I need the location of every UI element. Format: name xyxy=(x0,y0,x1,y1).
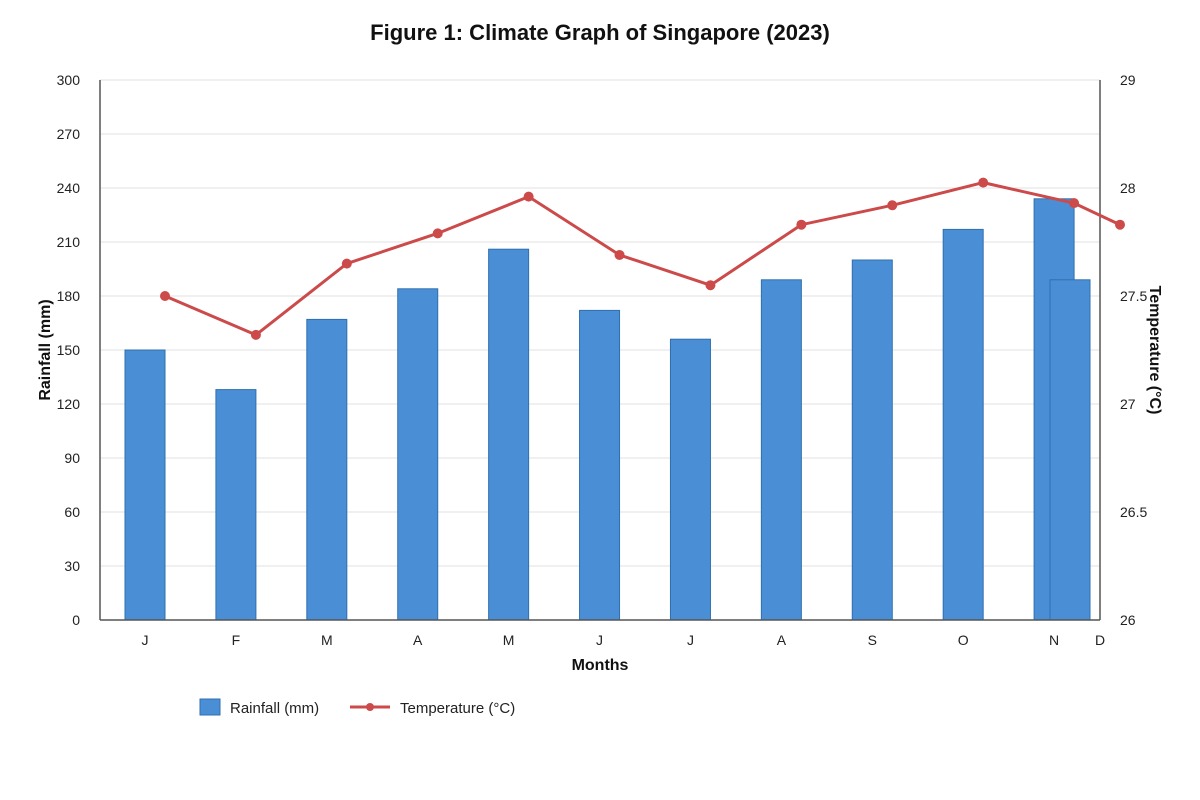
y-tick-label: 60 xyxy=(64,504,80,520)
temperature-line xyxy=(160,177,1125,340)
y-tick-label: 90 xyxy=(64,450,80,466)
temperature-point xyxy=(250,329,261,340)
x-tick-label: A xyxy=(413,632,423,648)
rainfall-bar xyxy=(215,389,257,621)
axes xyxy=(99,80,1101,621)
temperature-point xyxy=(432,228,443,239)
y2-tick-label: 28 xyxy=(1120,180,1136,196)
y-tick-label: 120 xyxy=(57,396,81,412)
temperature-point xyxy=(796,219,807,230)
y-tick-label: 0 xyxy=(72,612,80,628)
temperature-point xyxy=(978,177,989,188)
rainfall-bar xyxy=(851,259,893,621)
rainfall-bar xyxy=(306,318,348,621)
y2-tick-label: 27 xyxy=(1120,396,1136,412)
y2-tick-label: 27.5 xyxy=(1120,288,1147,304)
temperature-point xyxy=(160,291,170,301)
legend-temperature-marker xyxy=(366,703,374,711)
x-tick-label: D xyxy=(1095,632,1105,648)
x-tick-label: N xyxy=(1049,632,1059,648)
x-tick-label: F xyxy=(232,632,241,648)
rainfall-bar xyxy=(760,279,802,621)
x-axis-label: Months xyxy=(572,657,629,674)
y-tick-label: 150 xyxy=(57,342,81,358)
tick-labels: 0 30 60 90 120 150 180 210 240 270 300 26 26.5 27 27.5… xyxy=(57,72,1148,648)
y-tick-label: 270 xyxy=(57,126,81,142)
rainfall-bars xyxy=(124,198,1091,621)
legend-rainfall-swatch xyxy=(199,698,221,716)
y2-tick-label: 26.5 xyxy=(1120,504,1147,520)
temperature-point xyxy=(341,258,352,269)
x-tick-label: J xyxy=(142,632,149,648)
legend: Rainfall (mm) Temperature (°C) xyxy=(199,698,515,717)
legend-temperature-label: Temperature (°C) xyxy=(400,700,515,717)
temperature-point xyxy=(1069,198,1080,209)
y-tick-label: 180 xyxy=(57,288,81,304)
rainfall-bar xyxy=(1049,279,1091,621)
temperature-point xyxy=(523,191,534,202)
x-tick-label: A xyxy=(777,632,787,648)
y2-tick-label: 26 xyxy=(1120,612,1136,628)
legend-rainfall-label: Rainfall (mm) xyxy=(230,700,319,717)
y-axis-label: Rainfall (mm) xyxy=(37,299,54,400)
rainfall-bar xyxy=(124,349,166,621)
rainfall-bar xyxy=(488,248,530,621)
temperature-series-line xyxy=(164,181,1121,337)
x-tick-label: J xyxy=(687,632,694,648)
y-tick-label: 240 xyxy=(57,180,81,196)
x-tick-label: O xyxy=(958,632,969,648)
x-tick-label: J xyxy=(596,632,603,648)
chart-title: Figure 1: Climate Graph of Singapore (20… xyxy=(370,20,830,45)
y2-tick-label: 29 xyxy=(1120,72,1136,88)
y-tick-label: 30 xyxy=(64,558,80,574)
temperature-point xyxy=(1115,219,1125,230)
temperature-point xyxy=(887,200,898,211)
temperature-point xyxy=(705,280,716,291)
y2-axis-label: Temperature (°C) xyxy=(1146,286,1163,415)
rainfall-bar xyxy=(579,309,621,621)
rainfall-bar xyxy=(397,288,439,621)
x-tick-label: S xyxy=(868,632,877,648)
y-tick-label: 300 xyxy=(57,72,81,88)
rainfall-bar xyxy=(669,338,711,621)
temperature-point xyxy=(614,249,625,260)
rainfall-bar xyxy=(942,228,984,621)
x-tick-label: M xyxy=(321,632,333,648)
x-tick-label: M xyxy=(503,632,515,648)
y-tick-label: 210 xyxy=(57,234,81,250)
